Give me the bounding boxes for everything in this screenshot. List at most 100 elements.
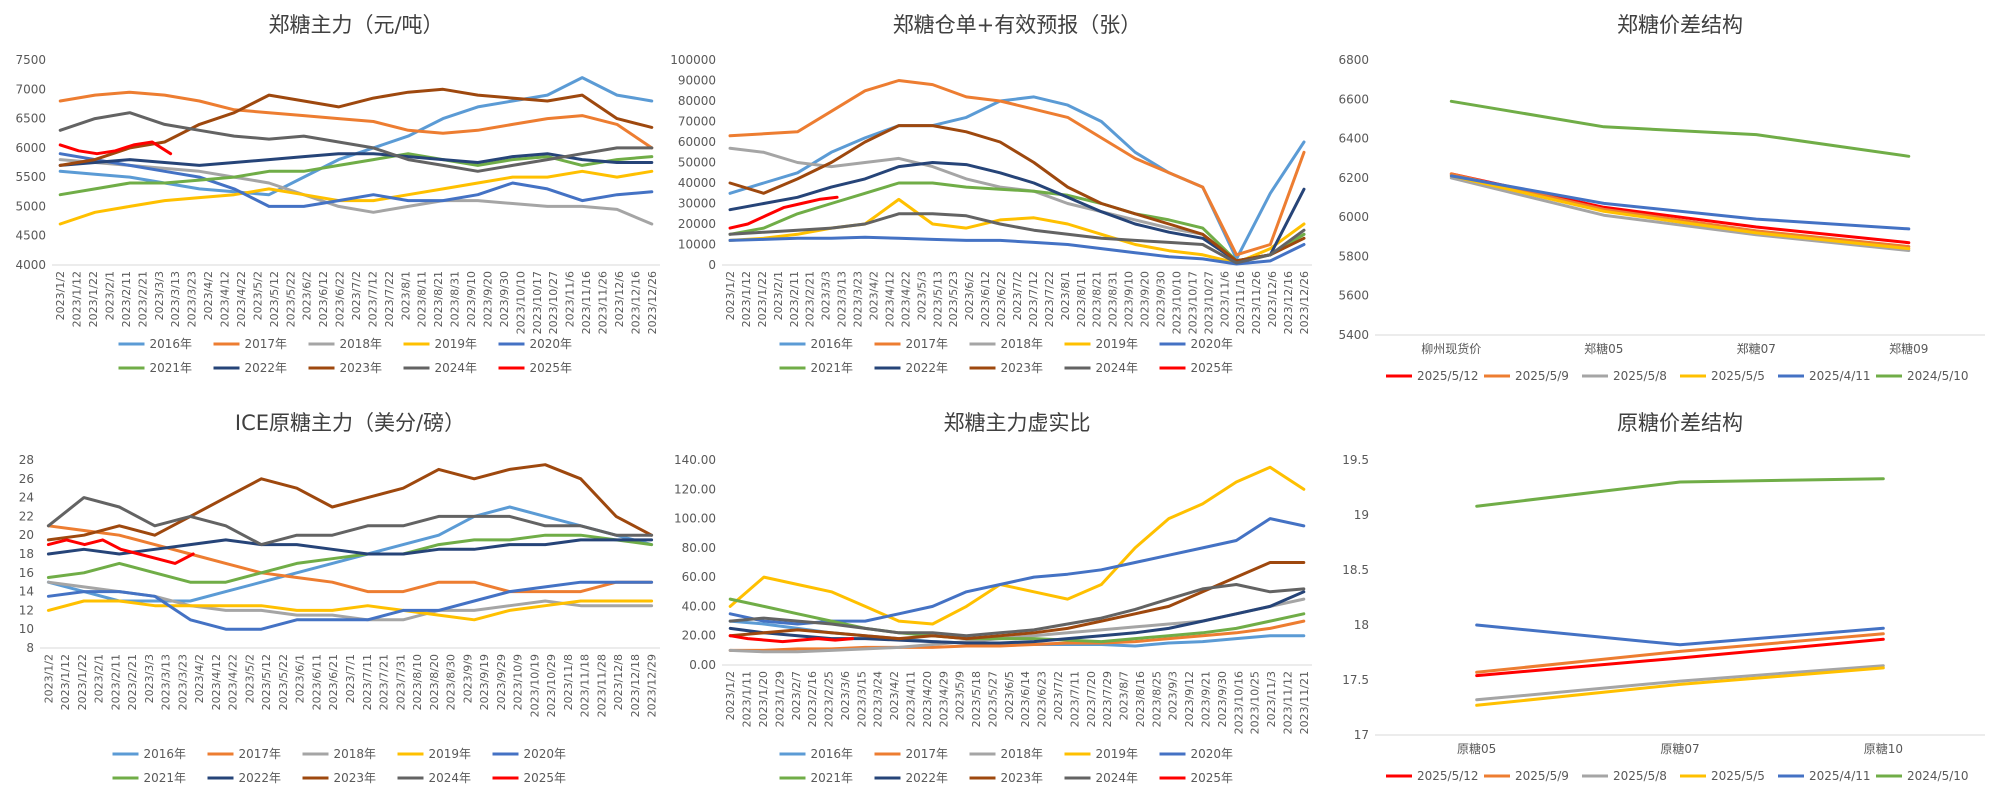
legend-label: 2021年 — [150, 361, 193, 375]
x-tick-label: 2023/6/12 — [317, 271, 330, 327]
y-tick-label: 6200 — [1338, 171, 1369, 185]
x-tick-label: 2023/8/16 — [1134, 671, 1147, 727]
x-tick-label: 2023/7/29 — [1101, 671, 1114, 727]
x-tick-label: 2023/1/12 — [740, 271, 753, 327]
y-tick-label: 5600 — [1338, 289, 1369, 303]
x-tick-label: 2023/11/6 — [1218, 271, 1231, 327]
y-tick-label: 22 — [19, 509, 34, 523]
legend-label: 2016年 — [811, 337, 854, 351]
legend-label: 2025/5/5 — [1711, 769, 1765, 783]
x-tick-label: 2023/10/19 — [528, 654, 541, 717]
y-tick-label: 5500 — [15, 170, 46, 184]
series-line-2023年 — [728, 124, 1306, 263]
x-tick-label: 2023/2/11 — [788, 271, 801, 327]
series-line-2025/5/9 — [1475, 632, 1885, 674]
x-tick-label: 2023/6/1 — [294, 654, 307, 703]
y-tick-label: 20.00 — [682, 629, 716, 643]
series-line-2023年 — [728, 561, 1306, 641]
x-tick-label: 2023/9/3 — [1167, 671, 1180, 720]
x-tick-label: 2023/3/6 — [839, 671, 852, 720]
y-tick-label: 40000 — [678, 176, 716, 190]
x-tick-label: 2023/11/12 — [1281, 671, 1294, 734]
x-tick-label: 2023/7/22 — [1043, 271, 1056, 327]
x-tick-label: 2023/11/26 — [1250, 271, 1263, 334]
legend-label: 2016年 — [150, 337, 193, 351]
x-category-label: 原糖10 — [1864, 741, 1903, 756]
series-line-2025/4/11 — [1475, 623, 1885, 647]
x-tick-label: 2023/4/2 — [867, 271, 880, 320]
series-line-2025/5/5 — [1449, 174, 1911, 251]
x-tick-label: 2023/1/12 — [71, 271, 84, 327]
series-line-2025年 — [46, 538, 195, 565]
x-tick-label: 2023/1/22 — [76, 654, 89, 710]
legend-label: 2024年 — [1096, 361, 1139, 375]
series-line-2024年 — [58, 111, 654, 173]
x-tick-label: 2023/7/2 — [350, 271, 363, 320]
y-tick-label: 6800 — [1338, 53, 1369, 67]
x-tick-label: 2023/8/11 — [1075, 271, 1088, 327]
x-tick-label: 2023/12/18 — [629, 654, 642, 717]
x-tick-label: 2023/12/6 — [1266, 271, 1279, 327]
y-tick-label: 6500 — [15, 112, 46, 126]
x-tick-label: 2023/8/25 — [1150, 671, 1163, 727]
x-tick-label: 2023/5/18 — [970, 671, 983, 727]
legend-label: 2017年 — [239, 747, 282, 761]
y-tick-label: 6600 — [1338, 92, 1369, 106]
x-tick-label: 2023/2/21 — [126, 654, 139, 710]
y-tick-label: 17.5 — [1342, 673, 1369, 687]
x-tick-label: 2023/3/13 — [160, 654, 173, 710]
y-tick-label: 18 — [1354, 618, 1369, 632]
y-tick-label: 100.00 — [674, 512, 716, 526]
x-tick-label: 2023/3/13 — [169, 271, 182, 327]
chart-title: 郑糖价差结构 — [1617, 13, 1743, 37]
x-tick-label: 2023/10/27 — [547, 271, 560, 334]
legend-label: 2025/5/12 — [1417, 769, 1479, 783]
legend-label: 2018年 — [340, 337, 383, 351]
x-tick-label: 2023/1/22 — [87, 271, 100, 327]
y-tick-label: 19.5 — [1342, 453, 1369, 467]
x-tick-label: 2023/4/20 — [921, 671, 934, 727]
chart-zzs_warrant: 郑糖仓单+有效预报（张） 0 10000 20000 30000 40000 50000 60… — [670, 13, 1312, 375]
y-tick-label: 100000 — [670, 53, 716, 67]
legend: 2016年 2017年 2018年 2019年 2020年 2021年 2022年 2023年… — [118, 337, 572, 375]
series-line-2024年 — [46, 496, 654, 547]
y-tick-label: 10000 — [678, 238, 716, 252]
series-line-2025/5/9 — [1449, 172, 1911, 249]
x-tick-label: 2023/4/2 — [202, 271, 215, 320]
chart-zzs_spread: 郑糖价差结构 5400 5600 5800 6000 6200 6400 6600 6800 柳州… — [1338, 13, 1985, 383]
legend-label: 2017年 — [906, 337, 949, 351]
x-tick-label: 2023/10/17 — [531, 271, 544, 334]
y-tick-label: 7500 — [15, 53, 46, 67]
x-tick-label: 2023/6/21 — [327, 654, 340, 710]
x-tick-label: 2023/7/12 — [1027, 271, 1040, 327]
series-line-2022年 — [728, 161, 1306, 263]
y-tick-label: 0.00 — [689, 658, 716, 672]
x-category-label: 柳州现货价 — [1421, 341, 1481, 356]
x-tick-label: 2023/4/22 — [235, 271, 248, 327]
series-line-2020年 — [728, 235, 1306, 266]
x-tick-label: 2023/4/2 — [888, 671, 901, 720]
series-line-2023年 — [58, 87, 654, 167]
legend-label: 2025/5/8 — [1613, 369, 1667, 383]
x-tick-label: 2023/8/31 — [449, 271, 462, 327]
x-tick-label: 2023/10/27 — [1202, 271, 1215, 334]
series-line-2025年 — [728, 195, 839, 230]
series-line-2025/5/5 — [1475, 666, 1885, 707]
x-tick-label: 2023/6/11 — [310, 654, 323, 710]
legend-label: 2020年 — [524, 747, 567, 761]
x-tick-label: 2023/9/30 — [1155, 271, 1168, 327]
series-line-2021年 — [46, 533, 654, 584]
legend: 2016年 2017年 2018年 2019年 2020年 2021年 2022年 2023年… — [779, 337, 1233, 375]
x-tick-label: 2023/7/1 — [344, 654, 357, 703]
legend-label: 2021年 — [811, 771, 854, 785]
chart-title: 原糖价差结构 — [1617, 411, 1743, 435]
legend-label: 2018年 — [1001, 337, 1044, 351]
legend-label: 2017年 — [906, 747, 949, 761]
y-tick-label: 26 — [19, 472, 34, 486]
x-tick-label: 2023/3/3 — [143, 654, 156, 703]
y-tick-label: 40.00 — [682, 599, 716, 613]
legend-label: 2016年 — [811, 747, 854, 761]
x-tick-label: 2023/5/12 — [268, 271, 281, 327]
series-line-2022年 — [58, 152, 654, 167]
legend-label: 2023年 — [334, 771, 377, 785]
